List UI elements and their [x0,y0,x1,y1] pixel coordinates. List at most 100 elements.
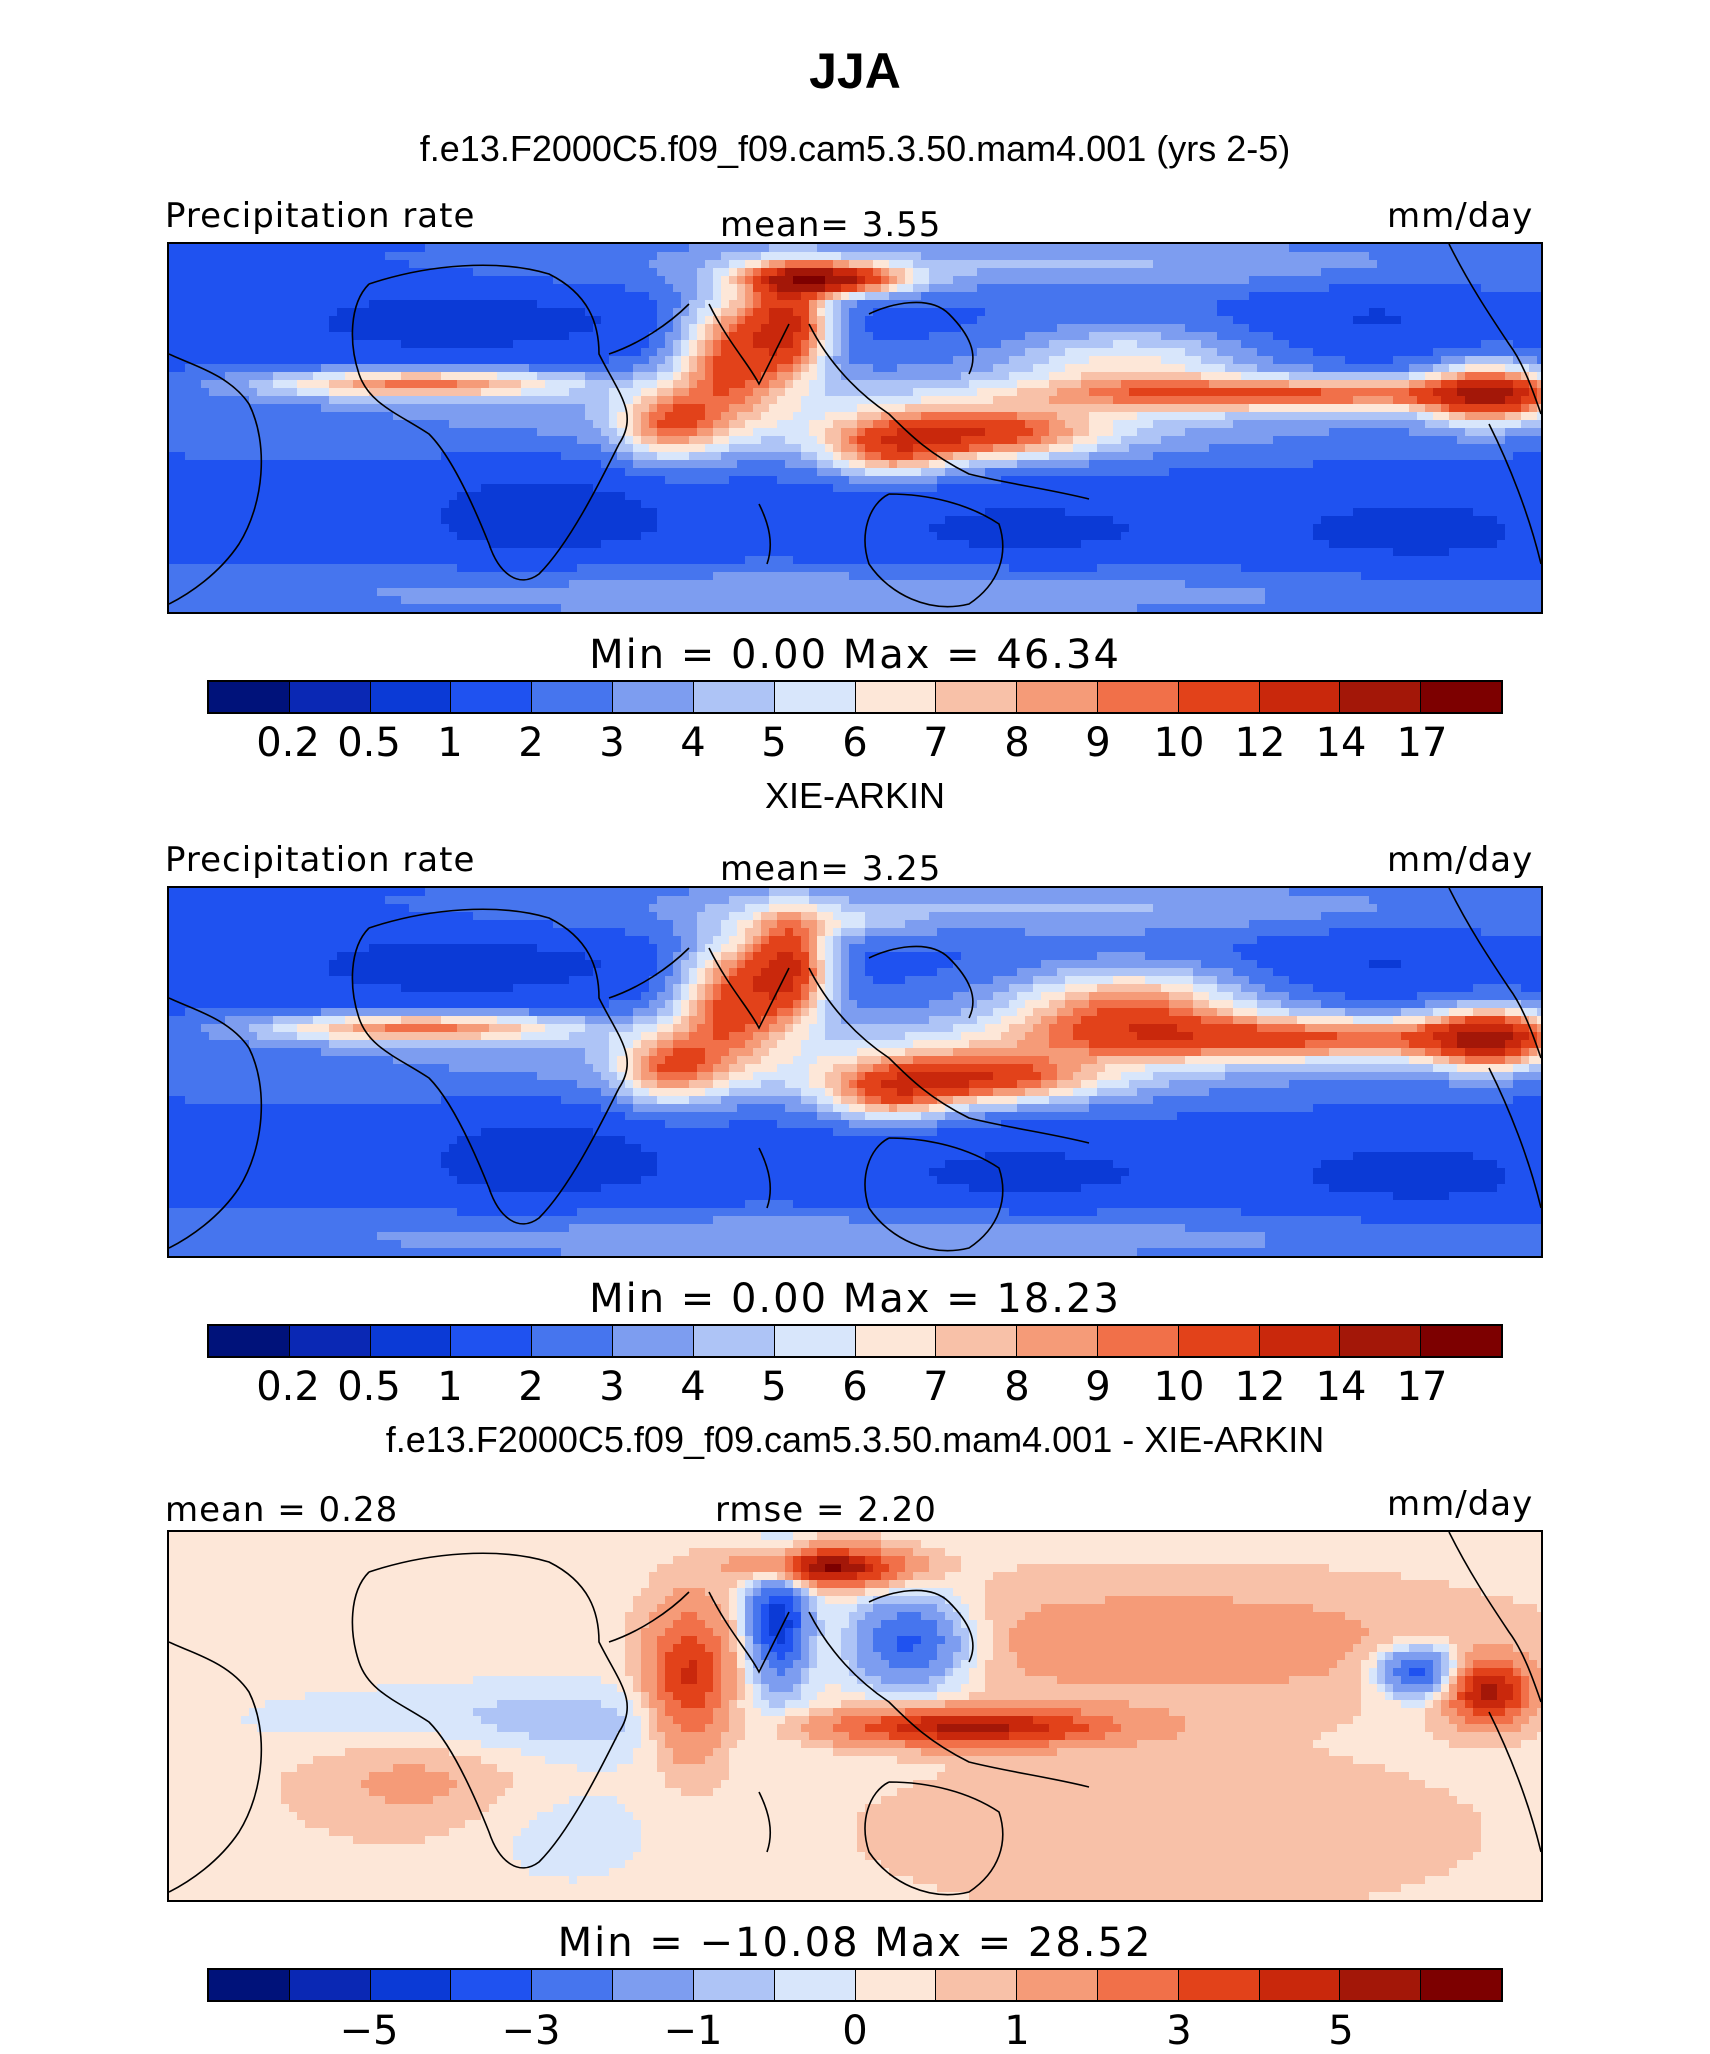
map-cell [961,372,970,381]
map-cell [353,356,362,365]
map-cell [825,332,834,341]
map-cell [497,404,506,413]
map-cell [857,372,866,381]
map-cell [1249,348,1258,357]
map-cell [417,380,426,389]
map-cell [881,268,890,277]
map-cell [1225,340,1234,349]
map-cell [1121,428,1130,437]
map-cell [1057,460,1066,469]
map-cell [585,420,594,429]
map-cell [1497,388,1506,397]
map-cell [857,316,866,325]
map-cell [1161,268,1170,277]
map-cell [481,460,490,469]
map-cell [1361,292,1370,301]
map-cell [865,292,874,301]
map-cell [425,332,434,341]
map-cell [817,252,826,261]
map-cell [577,372,586,381]
map-cell [561,316,570,325]
map-cell [1097,452,1106,461]
map-cell [1049,348,1058,357]
map-cell [1273,252,1282,261]
map-cell [1457,332,1466,341]
map-cell [1441,316,1450,325]
map-cell [1393,292,1402,301]
map-cell [1089,420,1098,429]
map-cell [185,276,194,285]
map-cell [281,284,290,293]
map-cell [913,396,922,405]
map-cell [953,292,962,301]
map-cell [785,276,794,285]
map-cell [1201,388,1210,397]
map-cell [593,276,602,285]
map-cell [1129,308,1138,317]
map-cell [649,364,658,373]
map-cell [561,436,570,445]
map-cell [185,300,194,309]
map-cell [977,324,986,333]
map-cell [289,412,298,421]
map-cell [1417,324,1426,333]
map-cell [1345,444,1354,453]
map-cell [409,332,418,341]
map-cell [609,308,618,317]
map-cell [609,420,618,429]
map-cell [529,276,538,285]
map-cell [1297,332,1306,341]
map-cell [569,268,578,277]
map-cell [1345,436,1354,445]
map-cell [705,380,714,389]
map-cell [1305,420,1314,429]
map-cell [865,252,874,261]
map-cell [873,396,882,405]
map-cell [457,372,466,381]
map-cell [1033,372,1042,381]
map-cell [329,324,338,333]
map-cell [873,380,882,389]
map-cell [1473,316,1482,325]
map-cell [1137,452,1146,461]
map-cell [625,364,634,373]
map-cell [993,244,1002,253]
map-cell [377,308,386,317]
map-cell [1217,332,1226,341]
map-cell [681,412,690,421]
map-cell [601,356,610,365]
map-cell [673,244,682,253]
map-cell [777,388,786,397]
map-cell [169,276,178,285]
map-cell [1065,404,1074,413]
map-cell [1249,340,1258,349]
map-cell [441,388,450,397]
map-cell [1457,428,1466,437]
map-cell [985,292,994,301]
map-cell [1233,284,1242,293]
map-cell [993,388,1002,397]
map-cell [353,276,362,285]
map-cell [1217,324,1226,333]
map-cell [257,252,266,261]
map-cell [641,268,650,277]
map-cell [457,340,466,349]
map-cell [289,420,298,429]
map-cell [457,436,466,445]
map-cell [649,412,658,421]
map-cell [1457,308,1466,317]
map-cell [633,420,642,429]
map-cell [833,308,842,317]
map-cell [1425,244,1434,253]
map-cell [353,468,362,477]
map-cell [721,324,730,333]
map-cell [945,340,954,349]
map-cell [1025,276,1034,285]
map-cell [1145,324,1154,333]
map-cell [473,404,482,413]
map-cell [1177,380,1186,389]
map-cell [409,252,418,261]
map-cell [169,316,178,325]
map-cell [809,300,818,309]
map-cell [529,364,538,373]
